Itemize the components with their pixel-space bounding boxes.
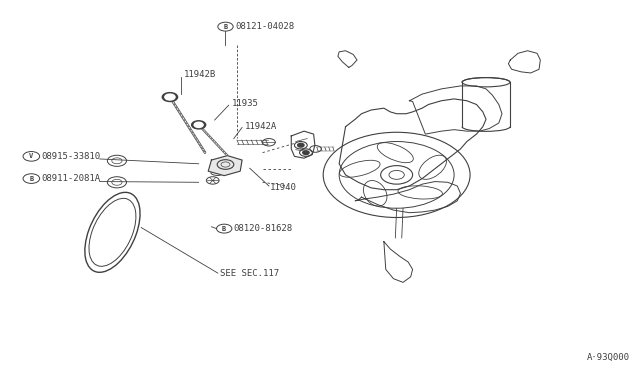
Text: V: V [29, 153, 33, 159]
Circle shape [298, 143, 304, 147]
Circle shape [194, 122, 203, 128]
Circle shape [165, 94, 175, 100]
Text: 08915-33810: 08915-33810 [42, 152, 100, 161]
Text: B: B [222, 226, 227, 232]
Text: 08120-81628: 08120-81628 [234, 224, 293, 233]
Text: 11940: 11940 [270, 183, 297, 192]
Circle shape [191, 121, 205, 129]
Text: 11942A: 11942A [245, 122, 278, 131]
Circle shape [163, 93, 177, 102]
Text: B: B [223, 24, 228, 30]
Polygon shape [208, 155, 242, 176]
Text: 11942B: 11942B [184, 70, 216, 79]
Text: 08911-2081A: 08911-2081A [42, 174, 100, 183]
Text: A·93Q000: A·93Q000 [587, 353, 630, 362]
Text: 08121-04028: 08121-04028 [236, 22, 295, 31]
Text: B: B [29, 176, 33, 182]
Text: 11935: 11935 [232, 99, 259, 108]
Text: SEE SEC.117: SEE SEC.117 [220, 269, 280, 278]
Circle shape [303, 151, 309, 154]
